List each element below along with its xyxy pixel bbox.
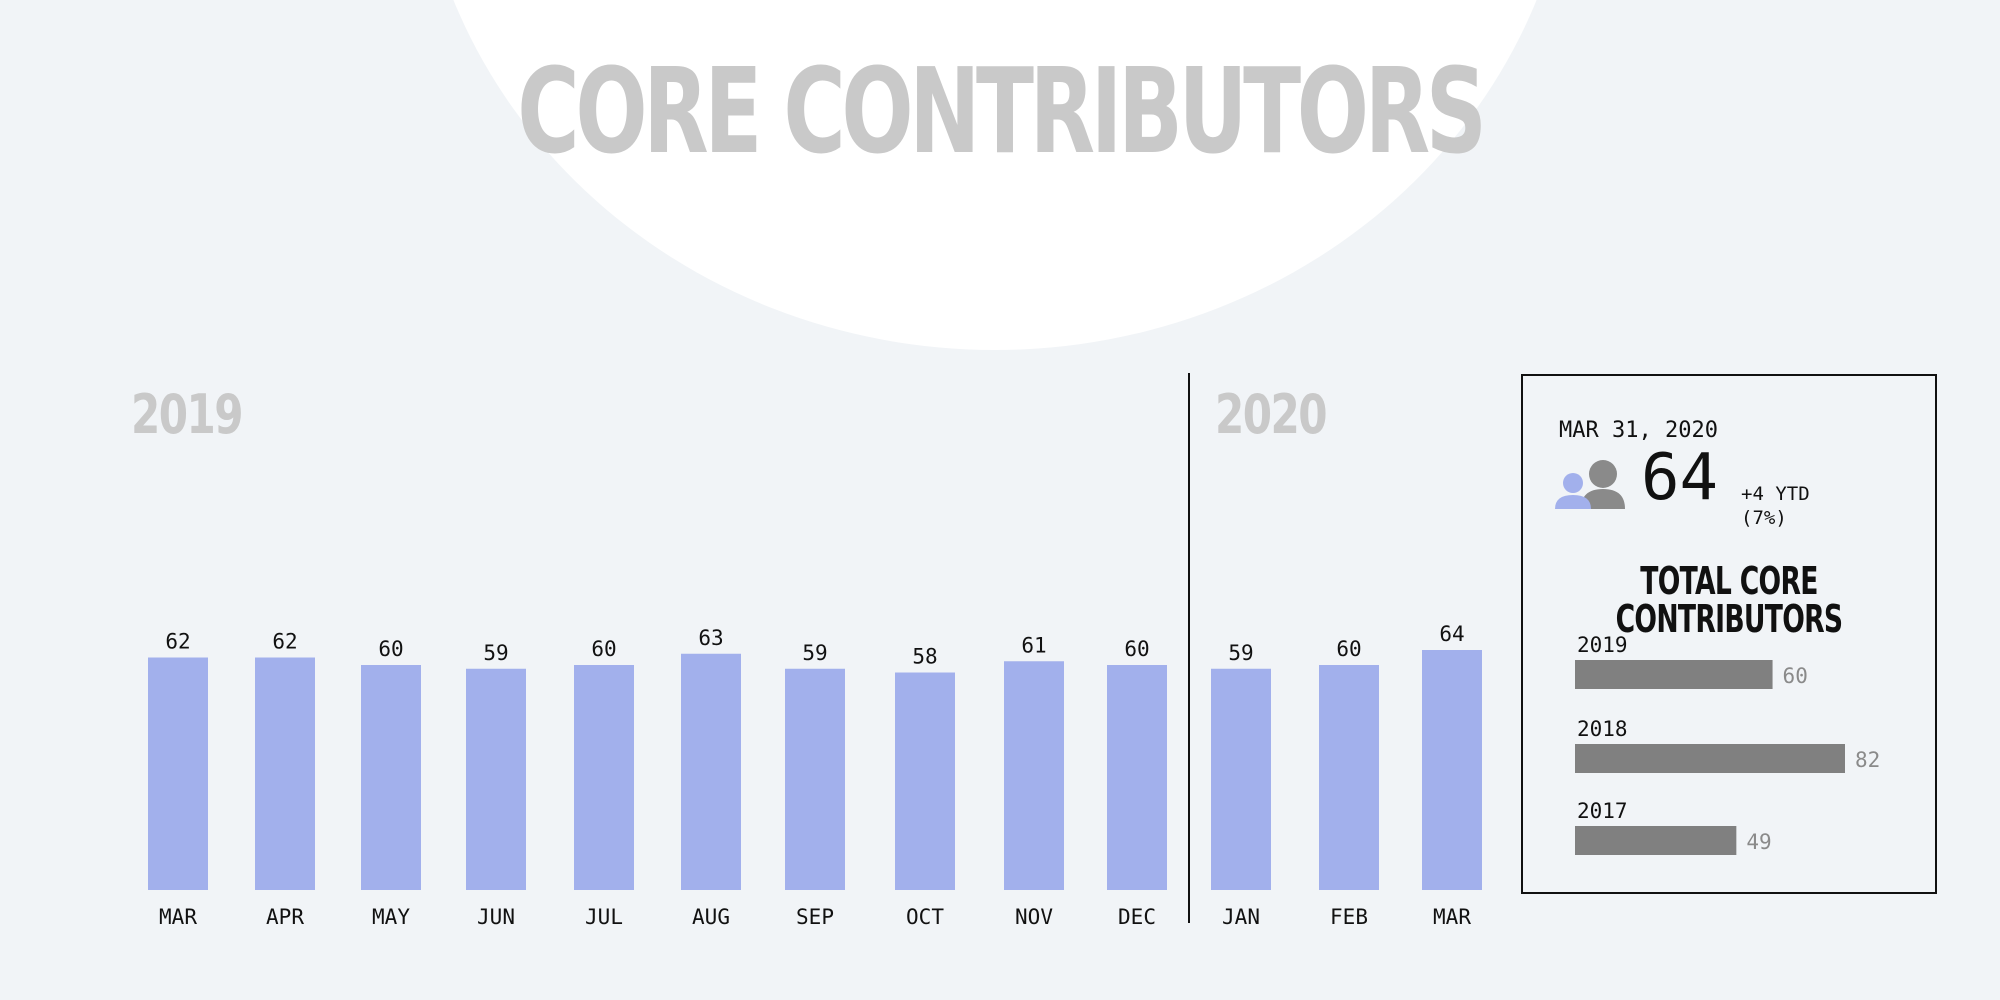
category-label: SEP [796, 905, 834, 929]
hbar-year-label: 2019 [1577, 633, 1628, 657]
year-divider [1188, 373, 1190, 923]
bar-dec-2019 [1107, 665, 1167, 890]
bar-value-label: 59 [483, 641, 508, 665]
ytd-percent: (7%) [1741, 507, 1787, 529]
hbar-year-label: 2018 [1577, 717, 1628, 741]
category-label: AUG [692, 905, 730, 929]
bar-value-label: 60 [1124, 637, 1149, 661]
bar-value-label: 61 [1021, 633, 1046, 657]
hbar-2017 [1575, 826, 1737, 855]
bar-value-label: 64 [1439, 622, 1464, 646]
bar-value-label: 59 [1228, 641, 1253, 665]
category-label: MAY [372, 905, 410, 929]
people-icon [1555, 460, 1625, 509]
hbar-year-label: 2017 [1577, 799, 1628, 823]
bar-value-label: 60 [1336, 637, 1361, 661]
bar-jun-2019 [466, 668, 526, 890]
bar-value-label: 62 [272, 630, 297, 654]
bar-value-label: 58 [912, 645, 937, 669]
summary-value: 64 [1641, 441, 1719, 515]
hbar-value-label: 60 [1783, 664, 1808, 688]
bar-value-label: 59 [802, 641, 827, 665]
bar-aug-2019 [681, 653, 741, 890]
bar-nov-2019 [1004, 661, 1064, 890]
ytd-change: +4 YTD [1741, 483, 1810, 505]
summary-date: MAR 31, 2020 [1559, 418, 1718, 443]
hbar-value-label: 82 [1855, 748, 1880, 772]
hbar-2018 [1575, 744, 1845, 773]
category-label: OCT [906, 905, 944, 929]
panel-title: TOTAL CORE CONTRIBUTORS [1615, 559, 1844, 641]
year-label-2020: 2020 [1215, 383, 1328, 446]
summary-ytd: +4 YTD (7%) [1741, 482, 1861, 530]
category-label: JUL [585, 905, 623, 929]
year-label-2019: 2019 [131, 383, 244, 446]
category-label: JAN [1222, 905, 1260, 929]
bar-value-label: 60 [591, 637, 616, 661]
category-label: MAR [1433, 905, 1471, 929]
hbar-value-label: 49 [1746, 830, 1771, 854]
bar-sep-2019 [785, 668, 845, 890]
bar-jan-2020 [1211, 668, 1271, 890]
category-label: MAR [159, 905, 197, 929]
bar-oct-2019 [895, 672, 955, 890]
bar-mar-2019 [148, 657, 208, 890]
bar-jul-2019 [574, 665, 634, 890]
bar-value-label: 62 [165, 630, 190, 654]
category-label: DEC [1118, 905, 1156, 929]
bar-value-label: 60 [378, 637, 403, 661]
page-title: CORE CONTRIBUTORS [517, 42, 1487, 180]
category-label: FEB [1330, 905, 1368, 929]
bar-mar-2020 [1422, 650, 1482, 890]
bar-may-2019 [361, 665, 421, 890]
bar-apr-2019 [255, 657, 315, 890]
bar-value-label: 63 [698, 626, 723, 650]
category-label: APR [266, 905, 304, 929]
category-label: NOV [1015, 905, 1053, 929]
summary-panel: MAR 31, 2020 64 +4 YTD (7%) TOTAL CORE C… [1521, 374, 1937, 894]
category-label: JUN [477, 905, 515, 929]
yearly-hbar-chart: 2019 60 2018 82 2017 49 [1575, 633, 1880, 855]
hbar-2019 [1575, 660, 1773, 689]
bar-feb-2020 [1319, 665, 1379, 890]
